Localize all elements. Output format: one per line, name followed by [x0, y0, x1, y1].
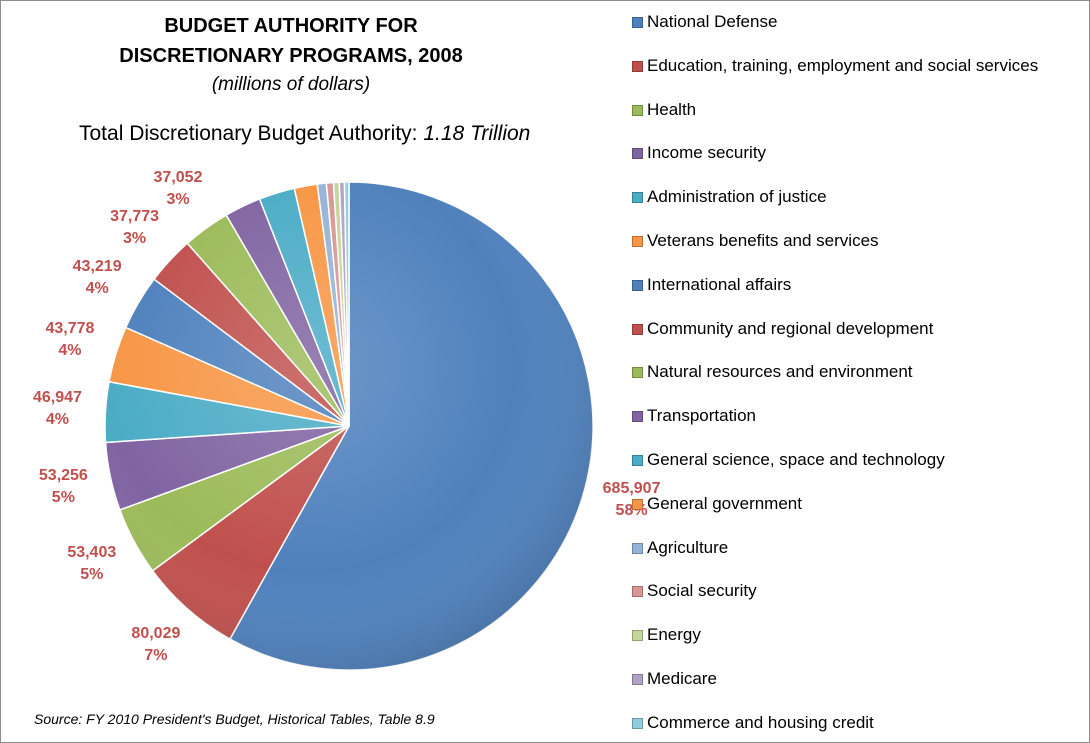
- chart-title-line2: DISCRETIONARY PROGRAMS, 2008: [119, 45, 463, 67]
- legend-swatch: [632, 630, 643, 642]
- data-label-community-and-regional-development: 37,773 3%: [95, 206, 175, 250]
- legend-swatch: [632, 279, 643, 291]
- data-label-international-affairs: 43,219 4%: [57, 256, 137, 300]
- total-label: Total Discretionary Budget Authority:: [79, 122, 418, 145]
- legend-label: Community and regional development: [647, 318, 934, 338]
- data-label-percent: 3%: [166, 191, 190, 209]
- legend-swatch: [632, 542, 643, 554]
- legend-label: Transportation: [647, 406, 756, 426]
- data-label-value: 46,947: [33, 389, 82, 407]
- legend-swatch: [632, 17, 643, 28]
- legend-swatch: [632, 60, 643, 72]
- source-note: Source: FY 2010 President's Budget, Hist…: [34, 711, 435, 727]
- legend-swatch: [632, 411, 643, 423]
- legend-label: Administration of justice: [647, 187, 827, 207]
- data-label-percent: 3%: [122, 229, 147, 247]
- legend-swatch: [632, 498, 643, 510]
- chart-subtitle: (millions of dollars): [211, 74, 371, 95]
- legend-label: Income security: [647, 143, 767, 163]
- legend-label: Energy: [647, 625, 701, 645]
- data-label-value: 37,052: [153, 169, 203, 187]
- legend-label: International affairs: [647, 274, 792, 294]
- legend-label: Social security: [647, 581, 757, 601]
- legend-label: National Defense: [647, 12, 778, 31]
- legend-label: General government: [647, 493, 802, 513]
- legend-label: Medicare: [647, 669, 717, 688]
- legend-label: Health: [647, 99, 697, 119]
- pie-slices: [104, 181, 594, 671]
- data-label-percent: 4%: [85, 280, 109, 298]
- data-label-veterans-benefits-and-services: 43,778 4%: [30, 318, 110, 362]
- legend-swatch: [632, 367, 643, 379]
- legend-label: Agriculture: [647, 537, 729, 557]
- data-label-percent: 5%: [51, 488, 75, 506]
- data-label-value: 80,029: [131, 625, 181, 643]
- data-label-value: 37,773: [110, 207, 160, 225]
- data-label-health: 53,403 5%: [52, 542, 132, 586]
- legend-swatch: [632, 323, 643, 335]
- legend-swatch: [632, 717, 643, 729]
- legend-swatch: [632, 192, 643, 204]
- legend-label: General science, space and technology: [647, 450, 945, 469]
- data-label-income-security: 53,256 5%: [23, 465, 103, 509]
- data-label-percent: 4%: [45, 411, 70, 429]
- data-label-value: 43,778: [45, 320, 95, 337]
- legend-swatch: [632, 586, 643, 598]
- data-label-value: 685,907: [602, 479, 661, 497]
- data-label-percent: 4%: [58, 342, 82, 359]
- legend-swatch: [632, 236, 643, 247]
- legend-label: Commerce and housing credit: [647, 712, 874, 732]
- legend-swatch: [632, 674, 643, 685]
- data-label-percent: 5%: [80, 566, 104, 584]
- legend-swatch: [632, 148, 643, 160]
- legend-label: Natural resources and environment: [647, 362, 913, 382]
- data-label-value: 53,403: [67, 544, 117, 562]
- data-label-value: 43,219: [72, 258, 122, 276]
- legend-swatch: [632, 104, 643, 116]
- total-budget-line: Total Discretionary Budget Authority: 1.…: [79, 122, 530, 146]
- total-value: 1.18 Trillion: [423, 122, 531, 145]
- legend-label: Education, training, employment and soci…: [647, 55, 1039, 75]
- data-label-value: 53,256: [38, 466, 88, 484]
- chart-title-line1: BUDGET AUTHORITY FOR: [164, 15, 418, 37]
- legend-swatch: [632, 455, 643, 466]
- data-label-percent: 7%: [144, 647, 168, 665]
- data-label-administration-of-justice: 46,947 4%: [17, 387, 97, 431]
- data-label-education-training-employment-and-social-services: 80,029 7%: [116, 623, 196, 667]
- legend-label: Veterans benefits and services: [647, 231, 879, 250]
- data-label-natural-resources-and-environment: 37,052 3%: [138, 167, 218, 211]
